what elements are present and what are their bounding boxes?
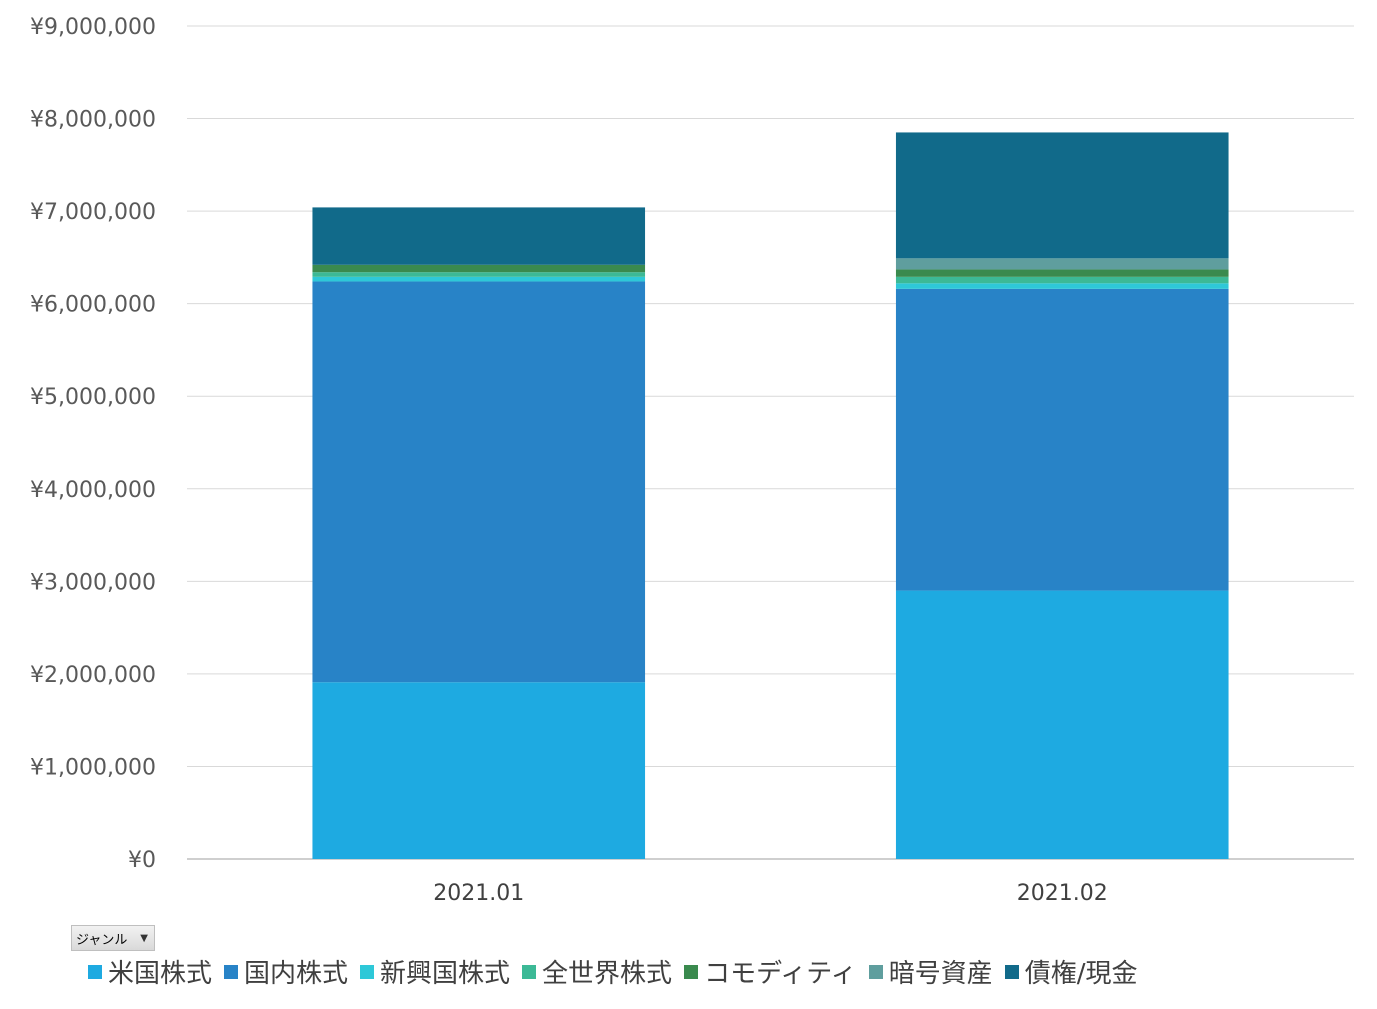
legend-item: 新興国株式 <box>360 953 510 990</box>
chart: ¥0 ¥1,000,000 ¥2,000,000 ¥3,000,000 ¥4,000,0… <box>30 15 1354 906</box>
legend-swatch <box>88 964 102 979</box>
y-tick-label: ¥4,000,000 <box>30 478 156 503</box>
legend-swatch <box>360 964 375 979</box>
bar-segment <box>895 132 1229 259</box>
legend-label: 全世界株式 <box>542 959 673 989</box>
y-tick-label: ¥8,000,000 <box>30 108 156 133</box>
legend-swatch <box>868 964 883 979</box>
bar-segment <box>312 272 646 277</box>
genre-filter-label: ジャンル <box>76 932 128 948</box>
bar-segment <box>895 288 1229 591</box>
legend-swatch <box>1004 964 1019 979</box>
legend-label: 暗号資産 <box>888 959 993 989</box>
legend-label: 新興国株式 <box>380 959 511 989</box>
bar-segment <box>312 276 646 282</box>
y-tick-label: ¥9,000,000 <box>30 15 156 40</box>
bar-segment <box>895 269 1229 277</box>
x-category-label: 2021.02 <box>1017 881 1108 906</box>
bar-segment <box>312 264 646 273</box>
legend-label: 米国株式 <box>108 959 213 989</box>
x-category-label: 2021.01 <box>433 881 524 906</box>
legend-swatch <box>684 964 699 979</box>
y-tick-label: ¥1,000,000 <box>30 755 156 780</box>
legend-item: コモディティ <box>684 953 857 990</box>
y-tick-label: ¥6,000,000 <box>30 293 156 318</box>
bar-segment <box>312 281 646 683</box>
dropdown-arrow-icon: ▼ <box>140 932 148 944</box>
bar-segment <box>895 283 1229 289</box>
legend-item: 米国株式 <box>88 953 212 990</box>
legend-item: 債権/現金 <box>1004 953 1138 990</box>
y-tick-label: ¥7,000,000 <box>30 200 156 225</box>
bar-segment <box>312 207 646 265</box>
legend-item: 国内株式 <box>224 953 348 990</box>
legend-swatch <box>522 964 537 979</box>
bar-segment <box>895 276 1229 284</box>
y-tick-label: ¥0 <box>128 848 156 873</box>
legend-label: 債権/現金 <box>1024 959 1138 989</box>
legend-label: 国内株式 <box>244 959 349 989</box>
bar-segment <box>895 590 1229 859</box>
legend-item: 暗号資産 <box>868 953 993 990</box>
genre-filter-button[interactable]: ジャンル ▼ <box>71 925 155 951</box>
legend-label: コモディティ <box>704 959 857 989</box>
bar-segment <box>312 682 646 859</box>
legend-item: 全世界株式 <box>522 953 672 990</box>
legend: 米国株式 国内株式 新興国株式 全世界株式 コモディティ 暗号資産 債権/現金 <box>88 953 1149 990</box>
y-tick-label: ¥2,000,000 <box>30 663 156 688</box>
y-tick-label: ¥5,000,000 <box>30 385 156 410</box>
bar-segment <box>895 258 1229 270</box>
y-tick-label: ¥3,000,000 <box>30 570 156 595</box>
legend-swatch <box>224 964 239 979</box>
